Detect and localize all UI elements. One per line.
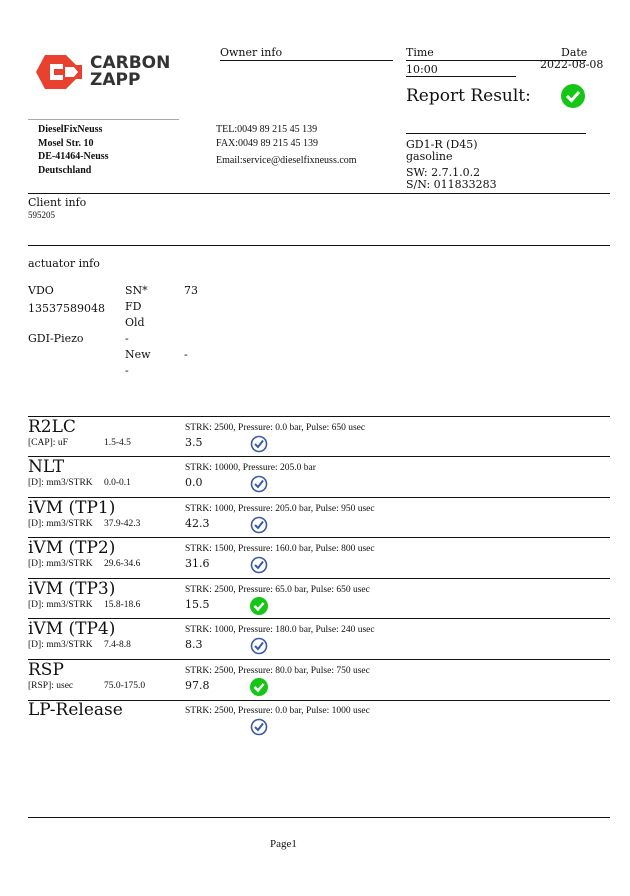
- test-row: iVM (TP3) [D]: mm3/STRK 15.8-18.6 STRK: …: [28, 578, 610, 619]
- test-name: iVM (TP3): [28, 579, 116, 599]
- pass-check-icon: [250, 597, 268, 615]
- old-value: -: [125, 332, 129, 345]
- owner-contact: TEL:0049 89 215 45 139 FAX:0049 89 215 45…: [216, 124, 357, 166]
- ok-check-icon: [250, 718, 268, 736]
- test-range: 15.8-18.6: [104, 600, 141, 610]
- test-value: 3.5: [185, 436, 203, 449]
- actuator-type: GDI-Piezo: [28, 332, 84, 345]
- test-value: 0.0: [185, 476, 203, 489]
- test-row: iVM (TP4) [D]: mm3/STRK 7.4-8.8 STRK: 10…: [28, 618, 610, 659]
- test-params: STRK: 2500, Pressure: 80.0 bar, Pulse: 7…: [185, 666, 370, 676]
- actuator-heading: actuator info: [28, 257, 100, 270]
- test-range: 37.9-42.3: [104, 519, 141, 529]
- test-unit: [CAP]: uF: [28, 438, 68, 448]
- test-range: 29.6-34.6: [104, 559, 141, 569]
- test-name: iVM (TP1): [28, 498, 116, 518]
- new-label: New: [125, 348, 151, 361]
- test-params: STRK: 2500, Pressure: 65.0 bar, Pulse: 6…: [185, 585, 370, 595]
- page-number: Page1: [270, 838, 297, 850]
- new-value: -: [184, 348, 188, 361]
- test-value: 97.8: [185, 679, 210, 692]
- test-value: 8.3: [185, 638, 203, 651]
- test-value: 42.3: [185, 517, 210, 530]
- test-range: 0.0-0.1: [104, 478, 131, 488]
- sn-label: SN*: [125, 284, 148, 297]
- test-row: NLT [D]: mm3/STRK 0.0-0.1 STRK: 10000, P…: [28, 456, 610, 497]
- date-label: Date: [561, 46, 588, 59]
- pass-check-icon: [250, 678, 268, 696]
- test-name: RSP: [28, 660, 64, 680]
- test-name: LP-Release: [28, 700, 123, 720]
- test-params: STRK: 1500, Pressure: 160.0 bar, Pulse: …: [185, 544, 375, 554]
- owner-heading: Owner info: [220, 46, 283, 59]
- actuator-brand: VDO: [28, 284, 54, 297]
- test-value: 31.6: [185, 557, 210, 570]
- ok-check-icon: [250, 475, 268, 493]
- test-unit: [RSP]: usec: [28, 681, 74, 691]
- test-unit: [D]: mm3/STRK: [28, 600, 93, 610]
- test-row: LP-Release STRK: 2500, Pressure: 0.0 bar…: [28, 700, 610, 740]
- test-name: R2LC: [28, 417, 76, 437]
- old-label: Old: [125, 316, 145, 329]
- test-unit: [D]: mm3/STRK: [28, 640, 93, 650]
- logo-text: CARBON ZAPP: [90, 53, 171, 90]
- test-row: iVM (TP1) [D]: mm3/STRK 37.9-42.3 STRK: …: [28, 497, 610, 538]
- time-label: Time: [406, 46, 434, 59]
- test-name: iVM (TP2): [28, 538, 116, 558]
- test-params: STRK: 10000, Pressure: 205.0 bar: [185, 463, 316, 473]
- time-value: 10:00: [406, 63, 438, 76]
- sn-value: 73: [184, 284, 198, 297]
- owner-address: DieselFixNeuss Mosel Str. 10 DE-41464-Neus…: [38, 124, 109, 176]
- test-unit: [D]: mm3/STRK: [28, 478, 93, 488]
- ok-check-icon: [250, 637, 268, 655]
- client-heading: Client info: [28, 196, 87, 209]
- test-params: STRK: 1000, Pressure: 205.0 bar, Pulse: …: [185, 504, 375, 514]
- test-range: 1.5-4.5: [104, 438, 131, 448]
- report-result-label: Report Result:: [406, 86, 531, 106]
- carbon-zapp-logo-icon: [36, 55, 82, 89]
- pass-check-icon: [561, 84, 585, 108]
- test-name: iVM (TP4): [28, 619, 116, 639]
- test-value: 15.5: [185, 598, 210, 611]
- test-unit: [D]: mm3/STRK: [28, 559, 93, 569]
- test-row: R2LC [CAP]: uF 1.5-4.5 STRK: 2500, Press…: [28, 416, 610, 457]
- test-range: 7.4-8.8: [104, 640, 131, 650]
- test-range: 75.0-175.0: [104, 681, 146, 691]
- test-params: STRK: 2500, Pressure: 0.0 bar, Pulse: 65…: [185, 423, 366, 433]
- test-name: NLT: [28, 457, 65, 477]
- client-id: 595205: [28, 210, 55, 220]
- actuator-number: 13537589048: [28, 302, 105, 315]
- ok-check-icon: [250, 435, 268, 453]
- fd-label: FD: [125, 300, 142, 313]
- device-info: GD1-R (D45) gasoline SW: 2.7.1.0.2 S/N: 011…: [406, 138, 497, 191]
- test-row: RSP [RSP]: usec 75.0-175.0 STRK: 2500, P…: [28, 659, 610, 700]
- test-row: iVM (TP2) [D]: mm3/STRK 29.6-34.6 STRK: …: [28, 537, 610, 578]
- ok-check-icon: [250, 516, 268, 534]
- test-params: STRK: 1000, Pressure: 180.0 bar, Pulse: …: [185, 625, 375, 635]
- test-params: STRK: 2500, Pressure: 0.0 bar, Pulse: 10…: [185, 706, 370, 716]
- ok-check-icon: [250, 556, 268, 574]
- new-value-2: -: [125, 364, 129, 377]
- date-value: 2022-08-08: [540, 58, 604, 71]
- test-unit: [D]: mm3/STRK: [28, 519, 93, 529]
